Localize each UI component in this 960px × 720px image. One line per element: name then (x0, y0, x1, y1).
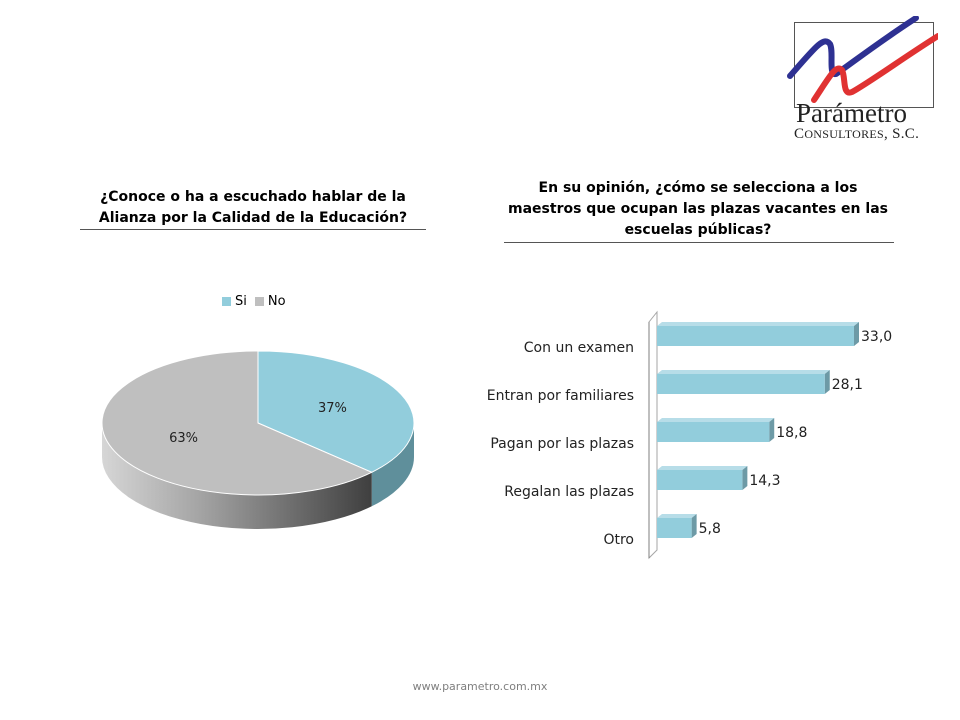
bar-side-otro (691, 514, 697, 538)
pie-side-si (371, 423, 415, 507)
bar-top-pagan-por-las-plazas (657, 418, 775, 422)
pie-title-underline (80, 229, 426, 230)
bar-top-otro (657, 514, 697, 518)
footer-url: www.parametro.com.mx (412, 680, 548, 693)
bar-pagan-por-las-plazas (657, 422, 770, 442)
pie-label-no: 63% (169, 431, 198, 446)
bar-regalan-las-plazas (657, 470, 743, 490)
bar-value-con-un-examen: 33,0 (861, 329, 892, 345)
bar-chart-wall (648, 310, 658, 560)
pie-chart-title: ¿Conoce o ha a escuchado hablar de la Al… (98, 189, 408, 226)
legend-item-no: No (254, 294, 286, 309)
bar-category-con-un-examen: Con un examen (524, 340, 634, 356)
bar-top-entran-por-familiares (657, 370, 830, 374)
bar-side-con-un-examen (854, 322, 859, 346)
logo-subtitle: CONSULTORES, S.C. (794, 126, 920, 142)
legend-swatch-no (254, 297, 264, 306)
bar-category-otro: Otro (603, 532, 634, 548)
bar-top-con-un-examen (657, 322, 859, 326)
bar-side-pagan-por-las-plazas (769, 418, 775, 442)
pie-label-si: 37% (318, 401, 347, 416)
bar-value-entran-por-familiares: 28,1 (832, 377, 863, 393)
parametro-logo: Parámetro CONSULTORES, S.C. (786, 16, 938, 144)
bar-side-regalan-las-plazas (742, 466, 748, 490)
pie-slice-no (101, 350, 373, 496)
pie-side-no (102, 423, 372, 529)
bar-top-regalan-las-plazas (657, 466, 748, 470)
bar-category-regalan-las-plazas: Regalan las plazas (504, 484, 634, 500)
bar-title-underline (504, 242, 894, 243)
pie-slice-si (257, 350, 415, 473)
bar-category-pagan-por-las-plazas: Pagan por las plazas (490, 436, 634, 452)
pie-chart: 37% 63% (101, 350, 415, 529)
pie-legend: Si No (222, 294, 294, 309)
bar-category-entran-por-familiares: Entran por familiares (487, 388, 634, 404)
bar-value-regalan-las-plazas: 14,3 (749, 473, 780, 489)
bar-entran-por-familiares (657, 374, 825, 394)
bar-side-entran-por-familiares (824, 370, 830, 394)
legend-label-no: No (267, 294, 286, 309)
bar-chart-title: En su opinión, ¿cómo se selecciona a los… (508, 180, 888, 238)
bar-otro (657, 518, 692, 538)
legend-label-si: Si (235, 294, 247, 309)
bar-con-un-examen (657, 326, 854, 346)
bar-value-pagan-por-las-plazas: 18,8 (776, 425, 807, 441)
bar-chart: 33,0 Con un examen 28,1 Entran por familiar… (487, 310, 892, 560)
bar-value-otro: 5,8 (699, 521, 721, 537)
logo-name: Parámetro (796, 98, 907, 128)
logo-swoosh-icon (787, 16, 938, 103)
legend-swatch-si (222, 297, 231, 306)
legend-item-si: Si (222, 294, 247, 309)
